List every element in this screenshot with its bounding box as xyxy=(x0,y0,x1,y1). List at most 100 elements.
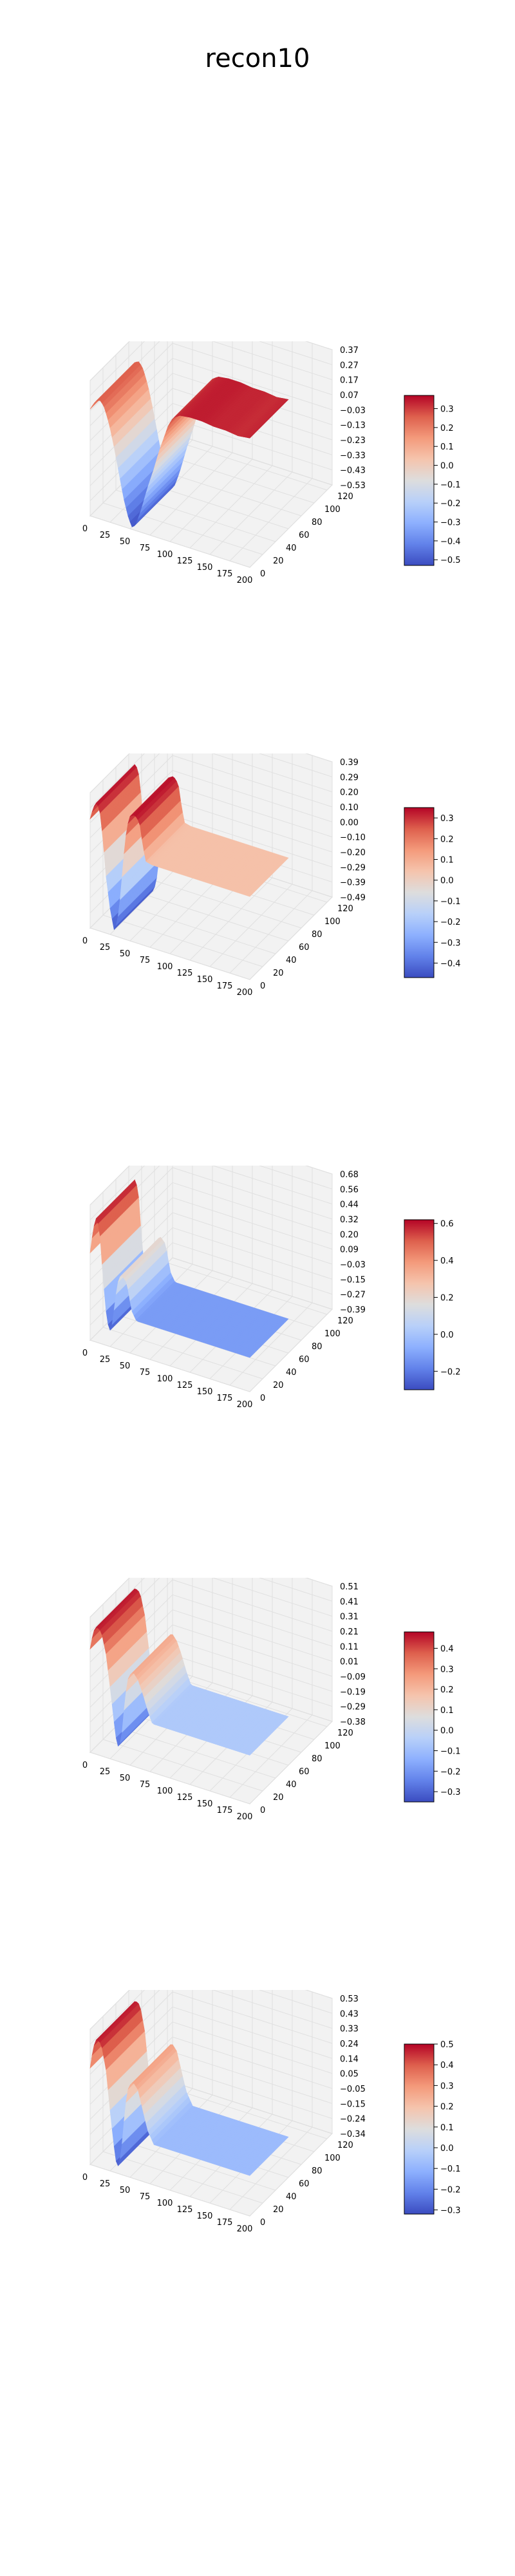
colorbar-tick-label: 0.0 xyxy=(440,462,454,471)
floor-gridline xyxy=(167,1262,328,1315)
z-tick-label: 0.27 xyxy=(340,361,359,370)
left-gridline xyxy=(89,341,130,381)
x-tick-label: 125 xyxy=(177,969,193,978)
surface-panel-2: 0 25 50 75 100 125 150 175 200 0 20 40 60 80 100 120 0.3… xyxy=(0,753,515,1166)
back-gridline xyxy=(172,433,333,486)
back-gridline xyxy=(172,1182,333,1235)
x-tick-label: 175 xyxy=(217,981,233,991)
x-tick-label: 75 xyxy=(140,956,151,965)
back-gridline xyxy=(258,753,333,777)
back-gridline xyxy=(212,341,333,381)
y-tick-label: 80 xyxy=(312,518,323,527)
floor-gridline xyxy=(167,438,328,491)
z-tick-label: −0.53 xyxy=(340,481,366,491)
x-tick-label: 150 xyxy=(197,975,213,985)
colorbar-tick-label: 0.1 xyxy=(440,442,454,452)
colorbar xyxy=(404,807,435,978)
colorbar-tick-label: −0.4 xyxy=(440,959,461,969)
colorbar-tick-label: −0.2 xyxy=(440,499,461,509)
back-gridline xyxy=(172,785,333,838)
z-tick-label: 0.07 xyxy=(340,391,359,401)
y-tick-label: 0 xyxy=(260,569,265,579)
colorbar xyxy=(404,395,435,566)
x-tick-label: 0 xyxy=(82,936,88,946)
x-tick-label: 75 xyxy=(140,544,151,553)
z-tick-label: −0.03 xyxy=(340,406,366,415)
x-tick-label: 150 xyxy=(197,563,213,573)
left-gridline xyxy=(89,753,145,808)
back-gridline xyxy=(258,341,333,365)
z-tick-label: −0.13 xyxy=(340,421,366,431)
floor-gridline xyxy=(102,1327,263,1379)
colorbar-tick-label: −0.5 xyxy=(440,556,461,565)
surface-facet xyxy=(247,435,252,439)
z-tick-label: −0.10 xyxy=(340,833,366,843)
floor-gridline xyxy=(249,1309,333,1392)
x-tick-label: 0 xyxy=(82,524,88,534)
floor-gridline xyxy=(89,927,250,980)
colorbar-tick-label: 0.0 xyxy=(440,876,454,886)
back-gridline xyxy=(172,755,333,808)
left-gridline xyxy=(89,341,145,396)
surface-mesh xyxy=(89,764,289,931)
floor-gridline xyxy=(209,471,293,555)
colorbar-tick-label: −0.1 xyxy=(440,897,461,907)
back-gridline xyxy=(172,1242,333,1295)
x-tick-label: 50 xyxy=(120,537,131,547)
x-tick-label: 125 xyxy=(177,556,193,566)
floor-gridline xyxy=(169,459,253,542)
floor-gridline xyxy=(249,896,333,980)
colorbar-tick-label: 0.3 xyxy=(440,814,454,824)
back-gridline xyxy=(172,1212,333,1265)
surface-panel-3: 0 25 50 75 100 125 150 175 200 0 20 40 60 80 100 120 0.6… xyxy=(0,1166,515,1578)
colorbar-tick-label: −0.3 xyxy=(440,938,461,948)
x-tick-label: 25 xyxy=(100,531,111,540)
surface-plot: 02550751001251501752000204060801001200.3… xyxy=(82,753,461,998)
back-gridline xyxy=(172,357,333,410)
floor-gridline xyxy=(229,1302,313,1386)
y-tick-label: 100 xyxy=(324,505,341,515)
floor-gridline xyxy=(102,914,263,967)
y-tick-label: 20 xyxy=(273,556,284,566)
left-gridline xyxy=(89,1166,130,1206)
y-tick-label: 60 xyxy=(299,943,310,952)
y-tick-label: 40 xyxy=(286,956,297,965)
z-tick-label: −0.39 xyxy=(340,878,366,888)
colorbar-tick-label: 0.1 xyxy=(440,855,454,865)
floor-gridline xyxy=(229,890,313,974)
floor-gridline xyxy=(141,876,302,929)
y-tick-label: 120 xyxy=(337,904,353,914)
x-tick-label: 100 xyxy=(157,550,173,560)
x-tick-label: 175 xyxy=(217,569,233,579)
x-tick-label: 50 xyxy=(120,949,131,959)
z-tick-label: 0.00 xyxy=(340,818,359,828)
colorbar-tick-label: 0.2 xyxy=(440,424,454,433)
figure-title: recon10 xyxy=(205,44,310,73)
floor-gridline xyxy=(189,465,273,549)
y-tick-label: 20 xyxy=(273,969,284,978)
z-tick-label: 0.29 xyxy=(340,773,359,782)
back-gridline xyxy=(172,770,333,822)
floor-gridline xyxy=(229,478,313,562)
back-gridline xyxy=(172,1227,333,1280)
back-gridline xyxy=(172,418,333,471)
back-gridline xyxy=(172,815,333,867)
colorbar-tick-label: 0.3 xyxy=(440,405,454,415)
y-tick-label: 80 xyxy=(312,930,323,940)
floor-gridline xyxy=(115,902,276,954)
y-tick-label: 0 xyxy=(260,981,265,991)
surface-plot: 02550751001251501752000204060801001200.6… xyxy=(82,1166,461,1410)
y-tick-label: 60 xyxy=(299,531,310,540)
colorbar-tick-label: 0.2 xyxy=(440,835,454,844)
y-tick-label: 40 xyxy=(286,544,297,553)
floor-gridline xyxy=(89,1340,250,1392)
z-tick-label: −0.29 xyxy=(340,863,366,873)
floor-gridline xyxy=(149,452,233,536)
surface-panel-1: 0 25 50 75 100 125 150 175 200 0 20 40 60 80 100 120 0.3… xyxy=(0,341,515,753)
x-tick-label: 25 xyxy=(100,943,111,952)
z-tick-label: 0.10 xyxy=(340,803,359,813)
surface-facet xyxy=(247,894,252,897)
back-gridline xyxy=(212,1166,333,1205)
z-tick-label: 0.17 xyxy=(340,376,359,386)
back-gridline xyxy=(258,1166,333,1189)
